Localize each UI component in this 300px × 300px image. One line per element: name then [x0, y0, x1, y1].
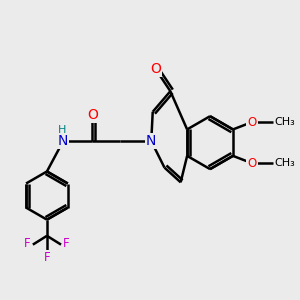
Text: H: H — [57, 125, 66, 135]
Text: N: N — [58, 134, 68, 148]
Text: O: O — [150, 62, 161, 76]
Text: CH₃: CH₃ — [274, 117, 295, 127]
Text: O: O — [248, 157, 257, 170]
Text: F: F — [24, 237, 31, 250]
Text: F: F — [63, 237, 70, 250]
Text: O: O — [87, 108, 98, 122]
Text: CH₃: CH₃ — [274, 158, 295, 168]
Text: F: F — [44, 251, 50, 264]
Text: O: O — [248, 116, 257, 129]
Text: N: N — [146, 134, 156, 148]
